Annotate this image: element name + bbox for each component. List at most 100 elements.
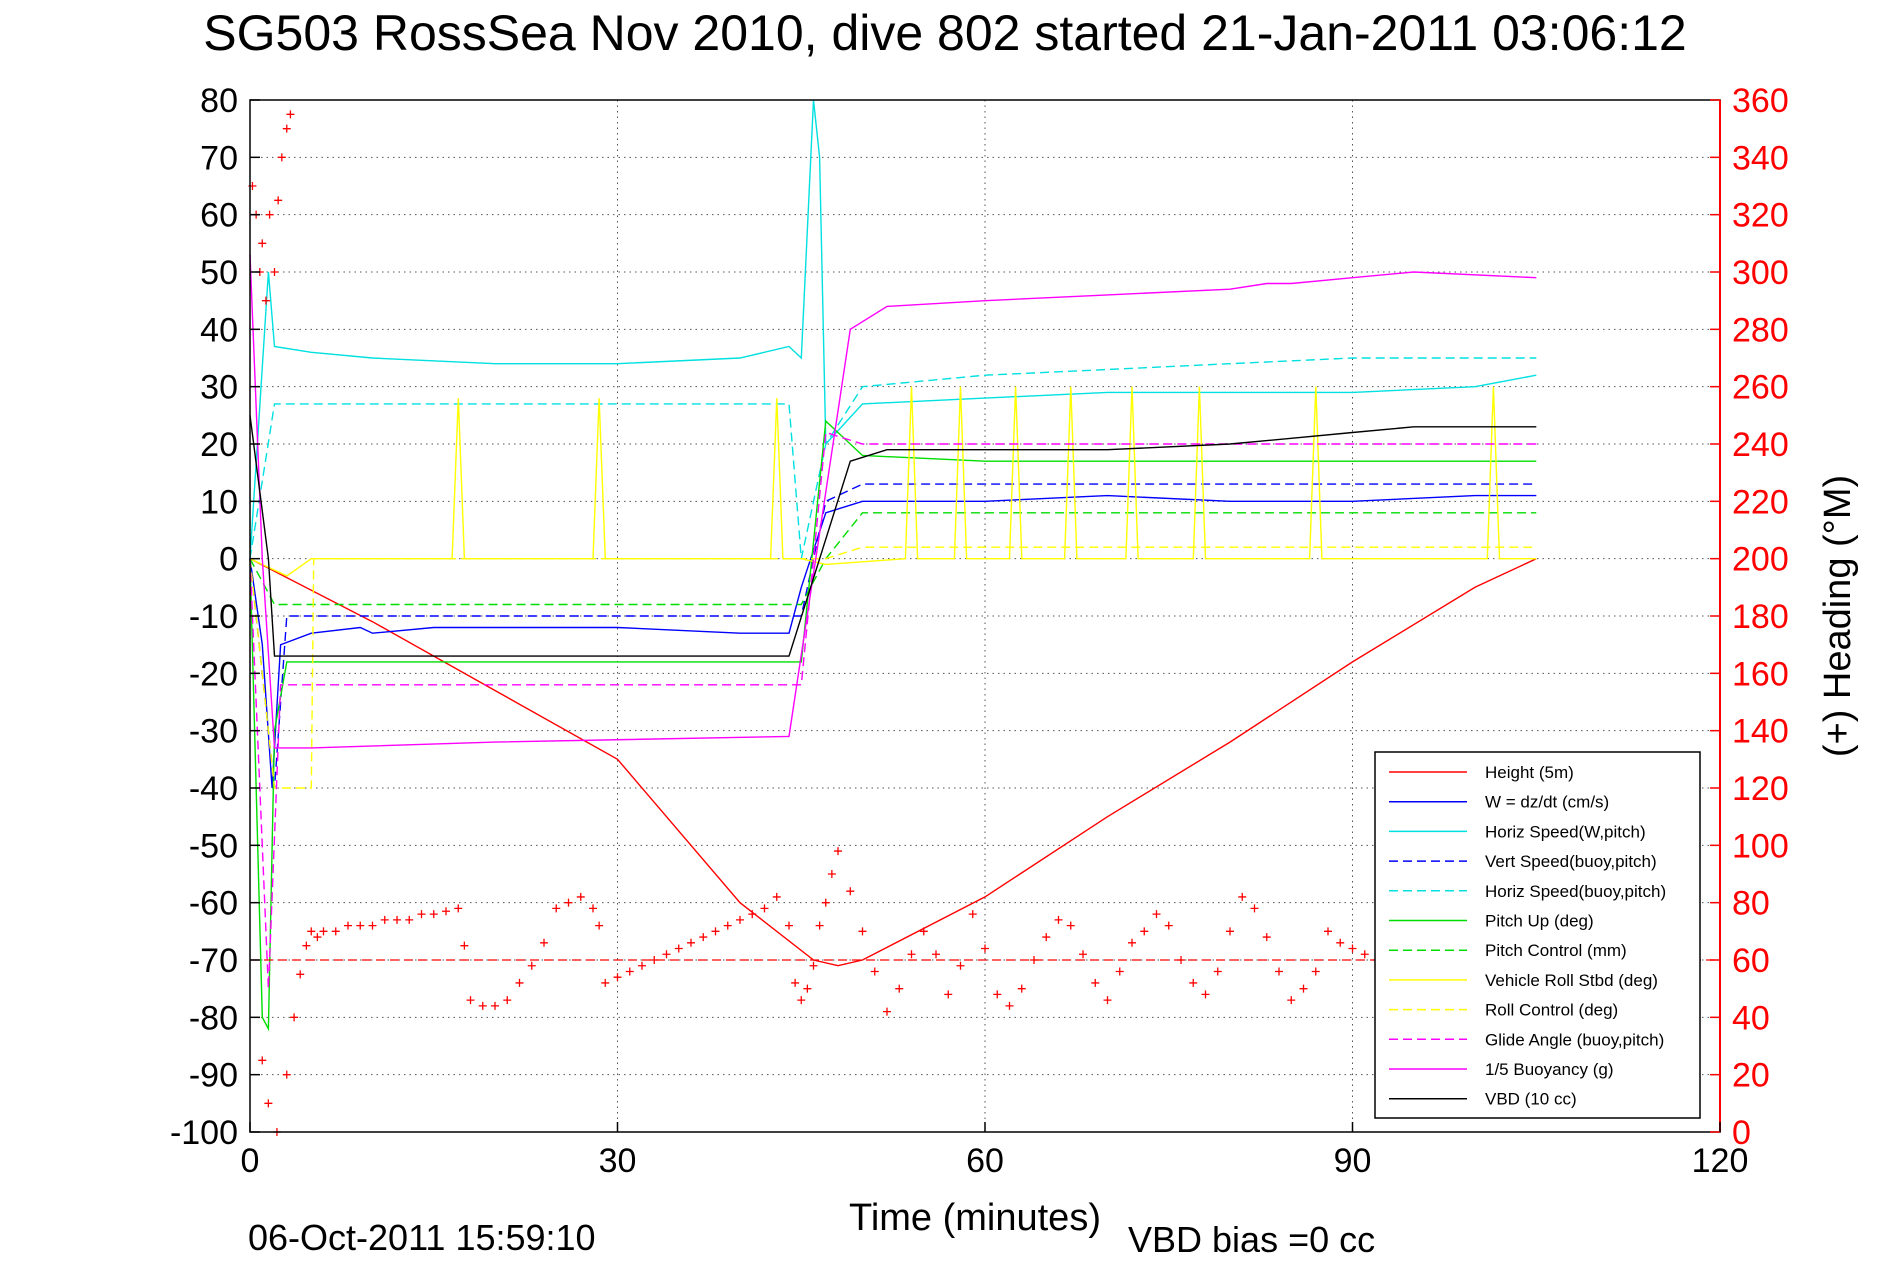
legend: Height (5m) W = dz/dt (cm/s) Horiz Speed(W… (1374, 751, 1701, 1119)
right-tick-label: 120 (1732, 770, 1789, 808)
left-tick-label: -50 (189, 827, 238, 865)
heading-point (1103, 996, 1112, 1005)
heading-point (932, 950, 940, 959)
heading-point (302, 941, 311, 950)
heading-point (1311, 967, 1320, 976)
legend-label-glide-angle-buoy-pitch: Glide Angle (buoy,pitch) (1485, 1030, 1664, 1049)
right-tick-label: 300 (1732, 254, 1789, 292)
heading-point (919, 927, 928, 936)
heading-point (1287, 996, 1296, 1005)
heading-point (797, 996, 806, 1005)
heading-point (368, 921, 377, 930)
legend-label-w-dz-dt-cm-s: W = dz/dt (cm/s) (1485, 793, 1609, 812)
legend-label-pitch-control-mm: Pitch Control (mm) (1485, 941, 1627, 960)
heading-point (1299, 984, 1308, 993)
heading-point (277, 153, 286, 162)
heading-point (791, 978, 800, 987)
heading-point (1360, 950, 1369, 959)
heading-point (1042, 933, 1051, 942)
heading-point (1348, 944, 1357, 953)
left-tick-label: 20 (200, 426, 238, 464)
heading-point (540, 938, 548, 947)
left-tick-label: 40 (200, 311, 238, 349)
x-axis-ticks: 0 30 60 90 120 (241, 1122, 1749, 1180)
heading-point (883, 1007, 891, 1016)
series-horiz-speed-w-pitch (249, 99, 1537, 559)
left-tick-label: -40 (189, 770, 238, 808)
heading-point (711, 927, 720, 936)
right-tick-label: 220 (1732, 483, 1789, 521)
heading-point (821, 898, 830, 907)
right-tick-label: 200 (1732, 541, 1789, 579)
heading-point (760, 904, 769, 913)
right-tick-label: 40 (1732, 999, 1770, 1037)
heading-point (454, 904, 463, 913)
heading-point (282, 1070, 291, 1079)
legend-label-pitch-up-deg: Pitch Up (deg) (1485, 912, 1594, 931)
left-tick-label: 70 (200, 139, 238, 177)
heading-point (491, 1001, 499, 1010)
heading-point (1152, 910, 1161, 919)
heading-point (827, 870, 836, 878)
heading-point (1017, 984, 1026, 993)
heading-point (595, 921, 604, 930)
right-tick-label: 320 (1732, 197, 1789, 235)
right-tick-label: 180 (1732, 598, 1789, 636)
heading-point (258, 239, 267, 248)
right-tick-label: 140 (1732, 713, 1789, 751)
series-vbd-10-cc (249, 415, 1537, 657)
heading-point (270, 268, 279, 276)
left-tick-label: -30 (189, 713, 238, 751)
heading-point (589, 904, 597, 913)
right-tick-label: 160 (1732, 655, 1789, 693)
heading-point (1054, 915, 1063, 924)
heading-point (772, 892, 781, 901)
legend-label-1-5-buoyancy-g: 1/5 Buoyancy (g) (1485, 1060, 1614, 1079)
legend-label-roll-control-deg: Roll Control (deg) (1485, 1001, 1618, 1020)
heading-point (478, 1001, 487, 1010)
legend-label-vert-speed-buoy-pitch: Vert Speed(buoy,pitch) (1485, 852, 1657, 871)
heading-point (552, 904, 561, 913)
heading-point (981, 944, 989, 953)
heading-point (442, 907, 450, 916)
x-tick-label: 0 (241, 1142, 260, 1180)
x-axis-label: Time (minutes) (849, 1197, 1101, 1239)
series-pitch-control-mm (249, 512, 1537, 606)
left-tick-label: -100 (170, 1114, 238, 1152)
heading-point (331, 927, 340, 936)
heading-point (290, 1013, 299, 1022)
left-axis-ticks: 80 70 60 50 40 30 20 10 0 -10 -20 -30 -40 -50 -60 -70 -8… (170, 82, 260, 1152)
series-vert-speed-buoy-pitch (249, 483, 1537, 789)
heading-point (405, 915, 414, 924)
heading-point (313, 933, 322, 942)
left-tick-label: -10 (189, 598, 238, 636)
heading-point (1091, 978, 1100, 987)
x-tick-label: 30 (599, 1142, 637, 1180)
right-tick-label: 60 (1732, 942, 1770, 980)
heading-point (895, 984, 904, 993)
heading-point (356, 921, 365, 930)
heading-point (956, 961, 965, 970)
heading-point (1213, 967, 1222, 976)
x-tick-label: 120 (1692, 1142, 1749, 1180)
series-glide-angle-buoy-pitch (249, 431, 1537, 989)
heading-point (393, 915, 401, 924)
right-tick-label: 0 (1732, 1114, 1751, 1152)
chart-title: SG503 RossSea Nov 2010, dive 802 started… (203, 5, 1686, 61)
heading-point (748, 910, 757, 919)
series-vehicle-roll-stbd-deg (249, 386, 1537, 577)
vbd-bias-footer: VBD bias =0 cc (1128, 1219, 1375, 1260)
heading-point (1115, 967, 1124, 976)
right-tick-label: 260 (1732, 369, 1789, 407)
heading-point (261, 296, 270, 305)
right-tick-label: 340 (1732, 139, 1789, 177)
x-tick-label: 60 (966, 1142, 1004, 1180)
heading-point (1275, 967, 1283, 976)
heading-point (870, 967, 879, 976)
right-tick-label: 280 (1732, 311, 1789, 349)
heading-point (699, 933, 708, 942)
series-w-dz-dt-cm-s (249, 494, 1537, 789)
legend-label-vbd-10-cc: VBD (10 cc) (1485, 1090, 1577, 1109)
heading-point (846, 887, 855, 896)
heading-point (815, 921, 824, 930)
